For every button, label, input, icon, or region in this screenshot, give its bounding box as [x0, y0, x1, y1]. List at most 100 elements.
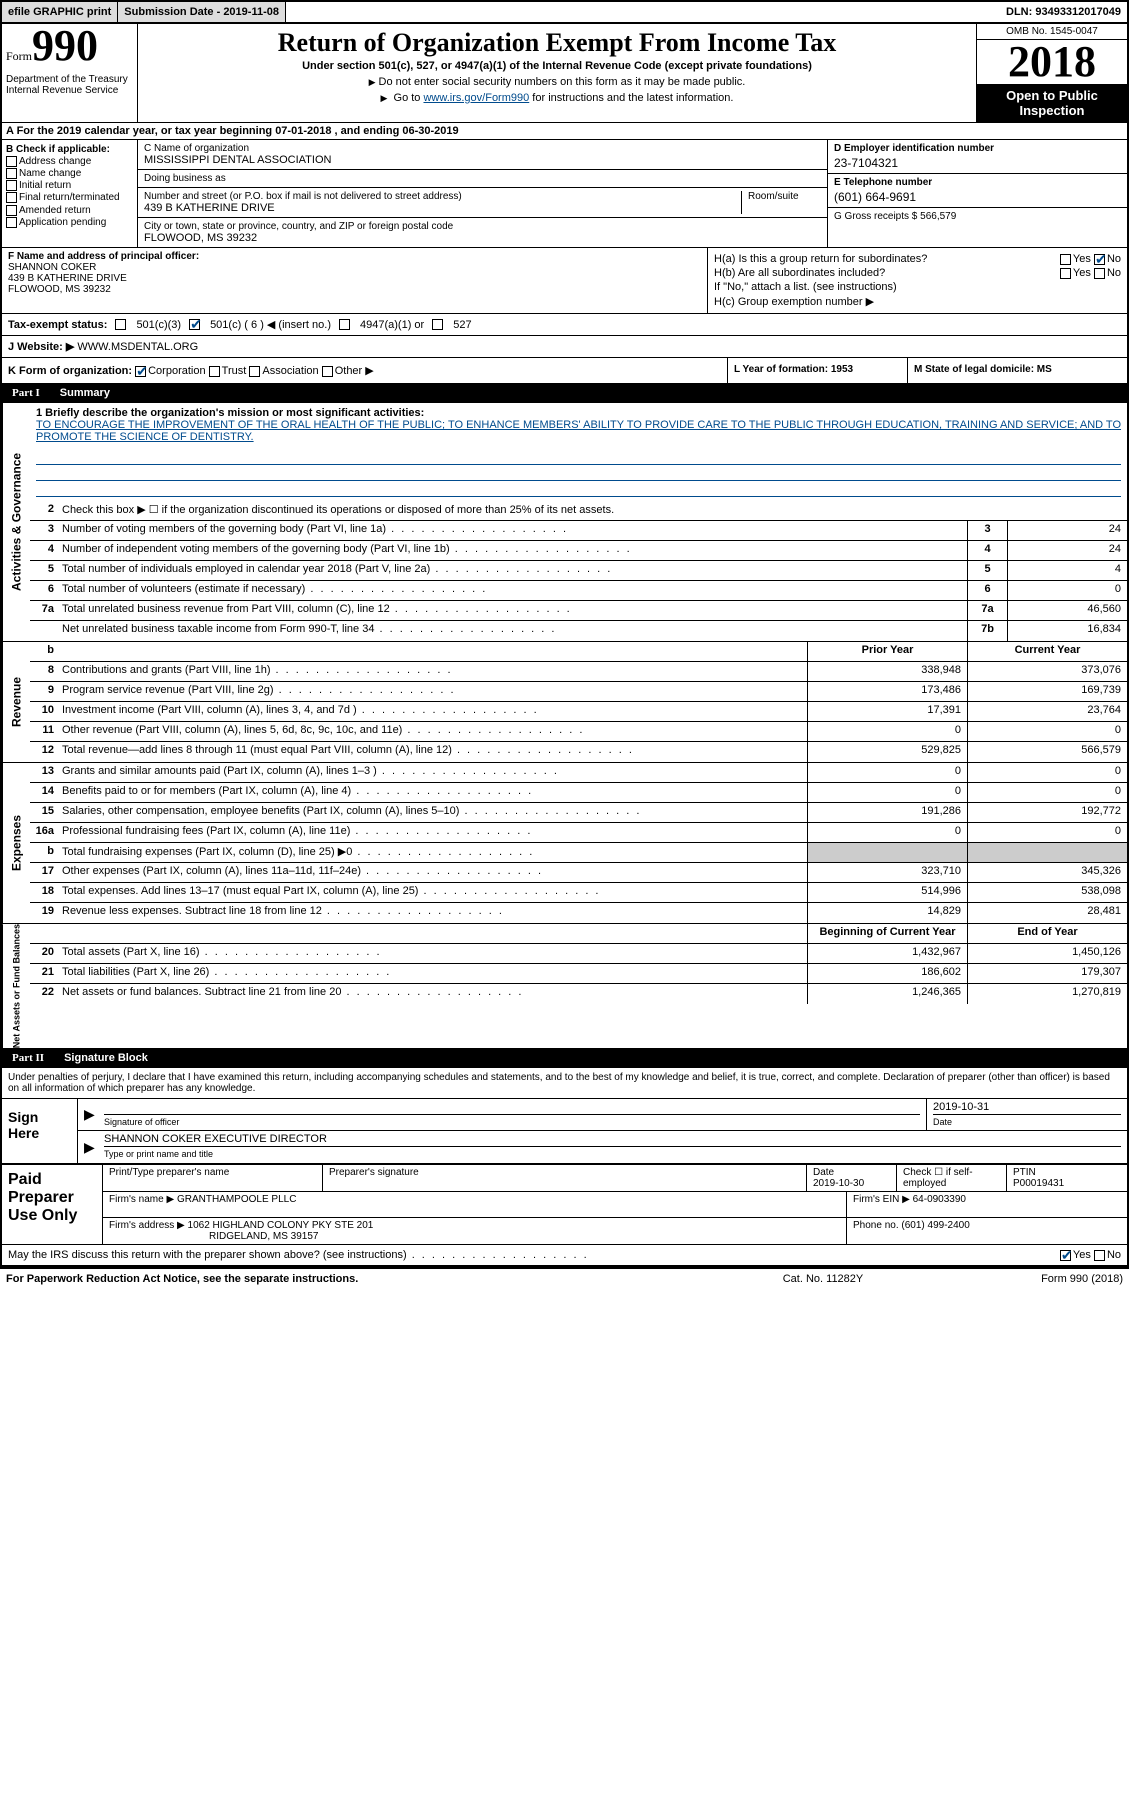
- line-text: Total liabilities (Part X, line 26): [58, 964, 807, 983]
- current-year-val: 0: [967, 783, 1127, 802]
- chk-pending[interactable]: Application pending: [6, 217, 133, 228]
- box-num: 6: [967, 581, 1007, 600]
- city-lbl: City or town, state or province, country…: [144, 221, 821, 232]
- chk-trust[interactable]: [209, 366, 220, 377]
- irs-link[interactable]: www.irs.gov/Form990: [423, 92, 529, 104]
- prior-year-val: 14,829: [807, 903, 967, 923]
- ptin: P00019431: [1013, 1178, 1064, 1189]
- firm-addr2: RIDGELAND, MS 39157: [209, 1231, 319, 1242]
- j-lbl: J Website: ▶: [8, 341, 74, 353]
- side-governance: Activities & Governance: [2, 403, 30, 641]
- arrow-icon: ▶: [78, 1131, 98, 1163]
- line-text: Total assets (Part X, line 16): [58, 944, 807, 963]
- firm-ein-lbl: Firm's EIN ▶: [853, 1194, 910, 1205]
- firm-name: GRANTHAMPOOLE PLLC: [177, 1194, 296, 1205]
- chk-other[interactable]: [322, 366, 333, 377]
- section-b: B Check if applicable: Address change Na…: [2, 140, 137, 247]
- ein: 23-7104321: [834, 156, 1121, 170]
- discuss-yes[interactable]: [1060, 1250, 1071, 1261]
- paid-preparer-lbl: Paid Preparer Use Only: [2, 1165, 102, 1244]
- current-year-val: 28,481: [967, 903, 1127, 923]
- hb-no[interactable]: [1094, 268, 1105, 279]
- line-text: Professional fundraising fees (Part IX, …: [58, 823, 807, 842]
- chk-corp[interactable]: [135, 366, 146, 377]
- current-year-val: 23,764: [967, 702, 1127, 721]
- efile-button[interactable]: efile GRAPHIC print: [2, 2, 118, 22]
- firm-addr-lbl: Firm's address ▶: [109, 1220, 185, 1231]
- prior-year-hdr: Prior Year: [807, 642, 967, 661]
- prep-date-lbl: Date: [813, 1167, 834, 1178]
- prior-year-val: 1,432,967: [807, 944, 967, 963]
- line-text: Revenue less expenses. Subtract line 18 …: [58, 903, 807, 923]
- line-text: Other expenses (Part IX, column (A), lin…: [58, 863, 807, 882]
- open-public: Open to Public Inspection: [977, 84, 1127, 122]
- phone-lbl: E Telephone number: [834, 177, 1121, 188]
- note2-pre: Go to: [394, 92, 424, 104]
- opt-501c: 501(c) ( 6 ) ◀ (insert no.): [210, 318, 331, 331]
- preparer-sig-lbl: Preparer's signature: [323, 1165, 807, 1191]
- no-lbl: No: [1107, 1249, 1121, 1261]
- form-number: 990: [32, 21, 98, 70]
- line-text: Grants and similar amounts paid (Part IX…: [58, 763, 807, 782]
- firm-name-lbl: Firm's name ▶: [109, 1194, 174, 1205]
- prior-year-val: 529,825: [807, 742, 967, 762]
- self-employed[interactable]: Check ☐ if self-employed: [897, 1165, 1007, 1191]
- officer-name-title: SHANNON COKER EXECUTIVE DIRECTOR: [104, 1133, 1121, 1147]
- box-val: 16,834: [1007, 621, 1127, 641]
- tax-year: 2018: [977, 40, 1127, 84]
- box-num: 7a: [967, 601, 1007, 620]
- line-text: Total expenses. Add lines 13–17 (must eq…: [58, 883, 807, 902]
- prior-year-val: 191,286: [807, 803, 967, 822]
- prior-year-val: 514,996: [807, 883, 967, 902]
- prior-year-val: 0: [807, 722, 967, 741]
- dept-treasury: Department of the Treasury Internal Reve…: [6, 74, 133, 96]
- line-num: 14: [30, 783, 58, 802]
- line-num: [30, 621, 58, 641]
- chk-initial-return[interactable]: Initial return: [6, 180, 133, 191]
- line-text: Salaries, other compensation, employee b…: [58, 803, 807, 822]
- box-val: 0: [1007, 581, 1127, 600]
- line-num: 18: [30, 883, 58, 902]
- hb-yes[interactable]: [1060, 268, 1071, 279]
- chk-amended[interactable]: Amended return: [6, 205, 133, 216]
- c-name-lbl: C Name of organization: [144, 143, 821, 154]
- chk-final-return[interactable]: Final return/terminated: [6, 192, 133, 203]
- officer-addr2: FLOWOOD, MS 39232: [8, 284, 111, 295]
- box-val: 24: [1007, 521, 1127, 540]
- paperwork-notice: For Paperwork Reduction Act Notice, see …: [6, 1273, 723, 1285]
- chk-address-change[interactable]: Address change: [6, 156, 133, 167]
- discuss-no[interactable]: [1094, 1250, 1105, 1261]
- line-num: 13: [30, 763, 58, 782]
- top-bar: efile GRAPHIC print Submission Date - 20…: [0, 0, 1129, 24]
- ha-yes[interactable]: [1060, 254, 1071, 265]
- current-year-val: 0: [967, 823, 1127, 842]
- chk-501c3[interactable]: [115, 319, 126, 330]
- chk-527[interactable]: [432, 319, 443, 330]
- current-year-val: 345,326: [967, 863, 1127, 882]
- submission-date: Submission Date - 2019-11-08: [118, 2, 286, 22]
- chk-501c[interactable]: [189, 319, 200, 330]
- prior-year-val: 1,246,365: [807, 984, 967, 1004]
- chk-name-change[interactable]: Name change: [6, 168, 133, 179]
- firm-addr1: 1062 HIGHLAND COLONY PKY STE 201: [188, 1220, 374, 1231]
- chk-assoc[interactable]: [249, 366, 260, 377]
- sig-date-lbl: Date: [933, 1117, 952, 1127]
- line-num: 2: [30, 501, 58, 520]
- box-num: 5: [967, 561, 1007, 580]
- chk-4947[interactable]: [339, 319, 350, 330]
- box-val: 24: [1007, 541, 1127, 560]
- hb-note: If "No," attach a list. (see instruction…: [714, 281, 1121, 293]
- cat-no: Cat. No. 11282Y: [723, 1273, 923, 1285]
- room-lbl: Room/suite: [748, 191, 821, 202]
- prior-year-val: 0: [807, 783, 967, 802]
- dba-lbl: Doing business as: [144, 173, 821, 184]
- ha-no[interactable]: [1094, 254, 1105, 265]
- note-link: Go to www.irs.gov/Form990 for instructio…: [142, 92, 972, 104]
- line-text: Net assets or fund balances. Subtract li…: [58, 984, 807, 1004]
- form-body: Form990 Department of the Treasury Inter…: [0, 24, 1129, 1267]
- line-num: 9: [30, 682, 58, 701]
- opt-527: 527: [453, 319, 471, 331]
- prior-year-val: 186,602: [807, 964, 967, 983]
- form-label: Form: [6, 49, 32, 63]
- prior-year-val: 338,948: [807, 662, 967, 681]
